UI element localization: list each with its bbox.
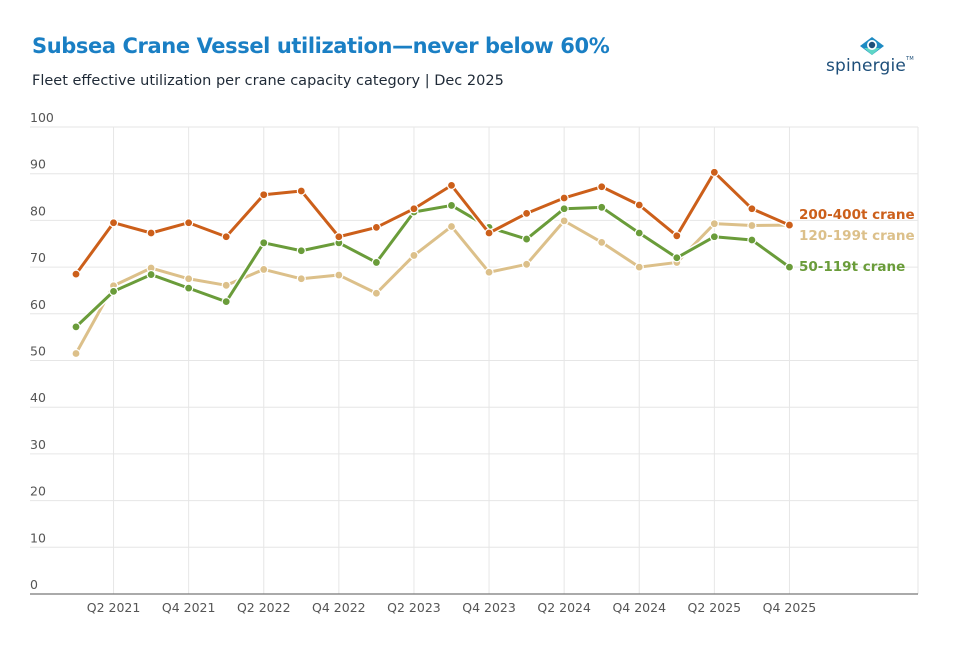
data-point — [747, 235, 757, 245]
gridlines — [30, 126, 919, 594]
y-axis-ticks: 0 10 20 30 40 50 60 70 80 90 100 — [30, 110, 54, 592]
x-tick-label: Q2 2025 — [688, 600, 742, 615]
data-point — [221, 297, 231, 307]
data-point — [296, 246, 306, 256]
series-line — [74, 219, 790, 355]
series-label: 50-119t crane — [799, 259, 905, 275]
data-point — [334, 232, 344, 242]
data-point — [559, 193, 569, 203]
data-point — [296, 186, 306, 196]
x-tick-label: Q4 2023 — [462, 600, 516, 615]
y-tick-label: 90 — [30, 157, 46, 172]
data-point — [672, 231, 682, 241]
data-point — [296, 274, 306, 284]
data-point — [559, 216, 569, 226]
data-point — [446, 221, 457, 232]
y-tick-label: 30 — [30, 437, 46, 452]
data-point — [184, 274, 194, 284]
data-point — [634, 262, 644, 272]
x-tick-label: Q2 2024 — [537, 600, 591, 615]
x-tick-label: Q4 2021 — [162, 600, 216, 615]
data-point — [597, 237, 607, 247]
data-point — [484, 228, 494, 238]
data-point — [784, 262, 795, 272]
x-tick-label: Q4 2025 — [763, 600, 817, 615]
data-point — [259, 238, 269, 248]
data-point — [371, 288, 381, 298]
x-tick-label: Q2 2023 — [387, 600, 441, 615]
data-point — [259, 264, 269, 275]
data-point — [259, 190, 269, 200]
data-point — [747, 220, 757, 231]
x-tick-label: Q4 2022 — [312, 600, 366, 615]
data-point — [709, 219, 719, 229]
data-point — [747, 204, 757, 214]
series-line — [74, 170, 791, 275]
logo-text: spinergieTM — [826, 56, 914, 76]
data-point — [409, 204, 419, 214]
spinergie-logo: spinergieTM — [826, 36, 918, 82]
data-point — [672, 253, 682, 263]
series-label: 200-400t crane — [799, 207, 915, 223]
y-tick-label: 50 — [30, 344, 46, 359]
data-point — [634, 200, 644, 210]
data-point — [371, 222, 381, 233]
x-tick-label: Q4 2024 — [612, 600, 666, 615]
data-point — [521, 234, 532, 244]
data-point — [184, 218, 194, 228]
y-tick-label: 10 — [30, 530, 46, 545]
data-point — [71, 348, 81, 359]
y-tick-label: 40 — [30, 390, 46, 405]
data-point — [221, 280, 231, 290]
data-point — [146, 269, 156, 280]
series-lines — [71, 167, 795, 359]
y-tick-label: 60 — [30, 297, 46, 312]
series-label: 120-199t crane — [799, 228, 915, 244]
data-point — [108, 286, 119, 296]
chart-title: Subsea Crane Vessel utilization—never be… — [32, 34, 610, 58]
data-point — [521, 208, 532, 218]
data-point — [71, 322, 81, 332]
y-tick-label: 80 — [30, 203, 46, 218]
data-point — [634, 228, 644, 238]
x-tick-label: Q2 2022 — [237, 600, 291, 615]
data-point — [709, 232, 719, 242]
data-point — [446, 200, 457, 211]
data-point — [334, 270, 344, 280]
series-labels: 200-400t crane 120-199t crane 50-119t cran… — [799, 207, 915, 275]
data-point — [484, 267, 494, 277]
data-point — [521, 259, 532, 269]
series-line — [74, 203, 791, 328]
data-point — [409, 250, 419, 261]
data-point — [446, 180, 457, 190]
data-point — [709, 167, 719, 177]
eye-icon — [860, 37, 884, 55]
x-tick-label: Q2 2021 — [87, 600, 141, 615]
chart-subtitle: Fleet effective utilization per crane ca… — [32, 73, 504, 89]
data-point — [108, 218, 119, 228]
data-point — [371, 257, 381, 268]
y-tick-label: 70 — [30, 250, 46, 265]
x-axis-ticks: Q2 2021 Q4 2021 Q2 2022 Q4 2022 Q2 2023 Q4 20… — [87, 600, 816, 615]
data-point — [146, 228, 156, 238]
data-point — [559, 204, 569, 214]
data-point — [597, 182, 607, 192]
data-point — [597, 202, 607, 212]
y-tick-label: 0 — [30, 577, 38, 592]
data-point — [184, 283, 194, 293]
data-point — [221, 232, 231, 242]
y-tick-label: 20 — [30, 484, 46, 499]
data-point — [784, 220, 795, 230]
y-tick-label: 100 — [30, 110, 54, 125]
data-point — [71, 269, 81, 279]
